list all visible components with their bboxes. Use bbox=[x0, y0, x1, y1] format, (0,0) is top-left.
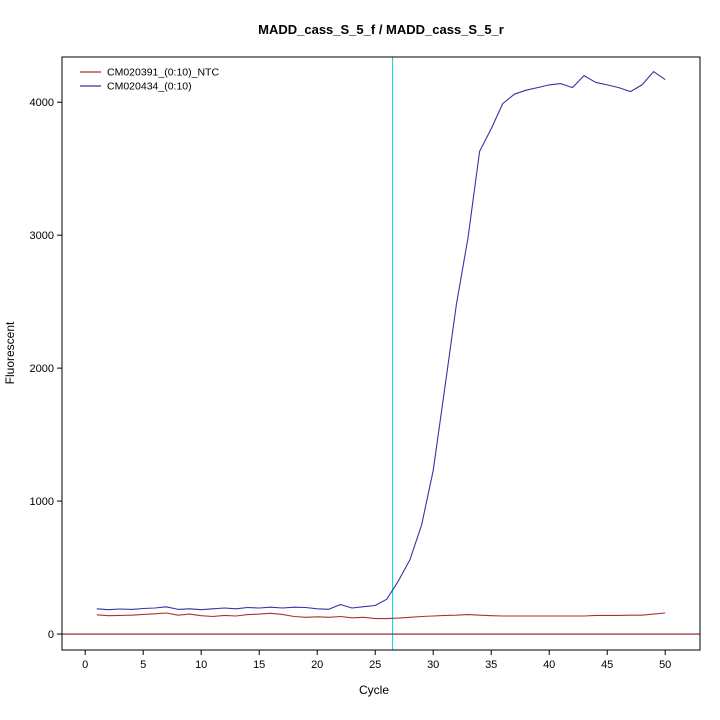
chart-title: MADD_cass_S_5_f / MADD_cass_S_5_r bbox=[258, 22, 504, 37]
x-tick-label: 40 bbox=[543, 659, 555, 671]
legend-item-label: CM020434_(0:10) bbox=[107, 81, 192, 93]
x-tick-label: 25 bbox=[369, 659, 381, 671]
x-tick-label: 0 bbox=[82, 659, 88, 671]
x-tick-label: 45 bbox=[601, 659, 613, 671]
plot-border bbox=[61, 56, 701, 651]
y-tick-label: 0 bbox=[48, 629, 54, 641]
legend-item-label: CM020391_(0:10)_NTC bbox=[107, 67, 219, 79]
x-tick-label: 5 bbox=[140, 659, 146, 671]
y-tick-label: 2000 bbox=[30, 363, 54, 375]
plot-area: 0 5 10 15 20 25 30 35 40 45 50 0 1000 2000 3000 4000 CM0… bbox=[30, 56, 701, 671]
y-tick-label: 3000 bbox=[30, 230, 54, 242]
x-tick-label: 10 bbox=[195, 659, 207, 671]
x-tick-label: 30 bbox=[427, 659, 439, 671]
series-line-0 bbox=[96, 612, 666, 620]
series-line-1 bbox=[96, 71, 666, 611]
x-tick-label: 50 bbox=[659, 659, 671, 671]
x-axis-label: Cycle bbox=[359, 683, 389, 697]
y-tick-label: 4000 bbox=[30, 97, 54, 109]
x-tick-label: 20 bbox=[311, 659, 323, 671]
y-axis-label: Fluorescent bbox=[3, 321, 17, 384]
x-tick-label: 35 bbox=[485, 659, 497, 671]
y-tick-label: 1000 bbox=[30, 496, 54, 508]
x-tick-label: 15 bbox=[253, 659, 265, 671]
